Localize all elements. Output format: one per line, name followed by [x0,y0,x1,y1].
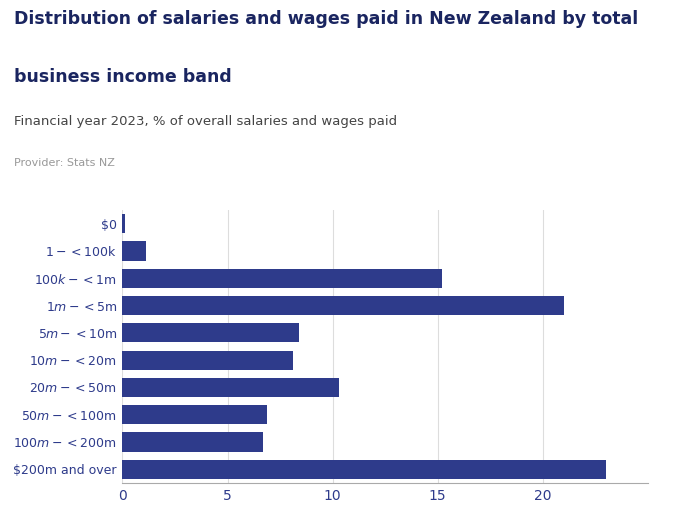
Text: Provider: Stats NZ: Provider: Stats NZ [14,158,115,167]
Text: business income band: business income band [14,68,232,86]
Bar [122,214,125,233]
Bar [122,433,263,452]
Bar [122,269,442,288]
Bar [122,351,293,370]
Text: figure.nz: figure.nz [579,29,664,47]
Bar [122,405,267,424]
Bar [122,378,339,397]
Text: Financial year 2023, % of overall salaries and wages paid: Financial year 2023, % of overall salari… [14,116,397,129]
Text: Distribution of salaries and wages paid in New Zealand by total: Distribution of salaries and wages paid … [14,10,638,28]
Bar [122,296,564,315]
Bar [122,460,605,479]
Bar [122,242,146,260]
Bar [122,323,299,342]
